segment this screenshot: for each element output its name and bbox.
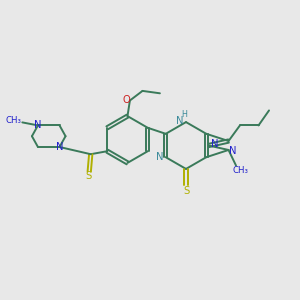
Text: S: S [85, 171, 92, 182]
Text: CH₃: CH₃ [232, 167, 248, 176]
Text: N: N [56, 142, 63, 152]
Text: N: N [211, 139, 218, 149]
Text: N: N [34, 120, 42, 130]
Text: N: N [176, 116, 184, 127]
Text: N: N [156, 152, 164, 162]
Text: H: H [182, 110, 188, 119]
Text: O: O [122, 95, 130, 105]
Text: N: N [229, 146, 237, 157]
Text: CH₃: CH₃ [6, 116, 22, 125]
Text: S: S [183, 186, 189, 197]
